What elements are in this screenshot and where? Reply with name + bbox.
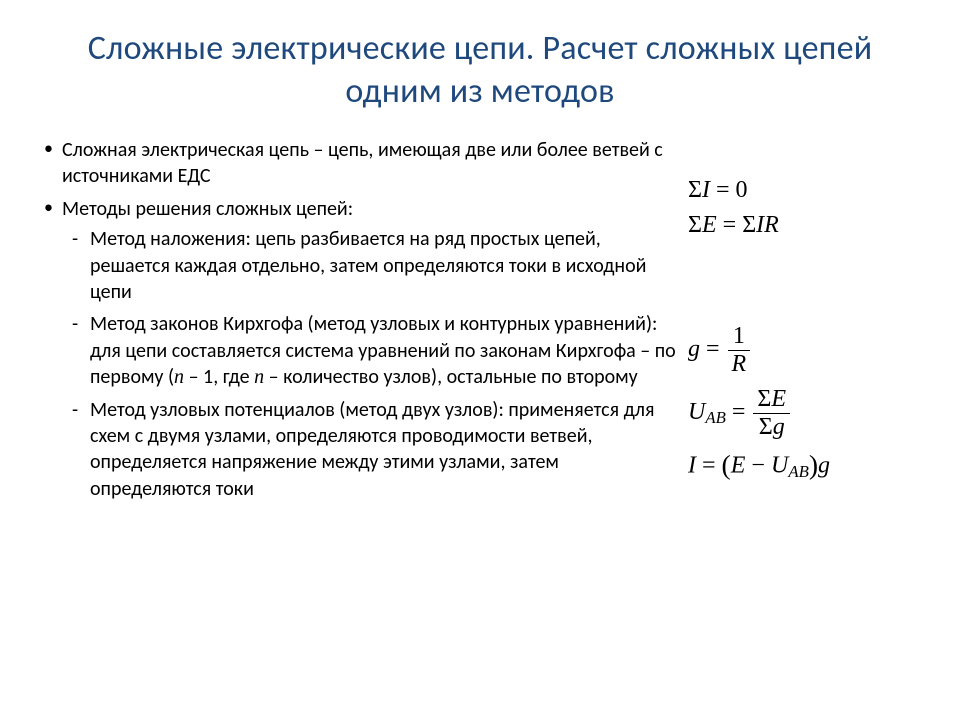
bullet-text: – 1, где <box>184 365 254 389</box>
list-item: Метод узловых потенциалов (метод двух уз… <box>90 397 680 503</box>
sigma-symbol: Σ <box>759 414 773 440</box>
eq-text: = <box>696 453 722 479</box>
bullet-text: Сложная электрическая цепь – цепь, имеющ… <box>62 138 663 188</box>
slide-title: Сложные электрические цепи. Расчет сложн… <box>40 28 920 113</box>
bullet-text: Метод наложения: цепь разбивается на ряд… <box>90 227 646 304</box>
node-potential-equations: g = 1R UAB = ΣEΣg I = (E − UAB)g <box>688 323 920 482</box>
var-E: E <box>771 386 786 412</box>
var-U: U <box>688 399 705 425</box>
slide: Сложные электрические цепи. Расчет сложн… <box>0 0 960 720</box>
fraction: ΣEΣg <box>753 386 790 441</box>
sigma-symbol: Σ <box>742 212 756 238</box>
equations-column: ΣI = 0 ΣE = ΣIR g = 1R UAB = ΣEΣg I = (E… <box>680 137 920 508</box>
content-row: Сложная электрическая цепь – цепь, имеющ… <box>40 137 920 508</box>
var-I: I <box>756 212 764 238</box>
bullet-text: – количество узлов), остальные по втором… <box>264 365 638 389</box>
eq-text: = 0 <box>710 177 748 203</box>
sigma-symbol: Σ <box>757 386 771 412</box>
var-I: I <box>688 453 696 479</box>
var-R: R <box>764 212 779 238</box>
equation: g = 1R <box>688 323 920 378</box>
numerator: 1 <box>728 323 751 350</box>
var-E: E <box>702 212 717 238</box>
var-U: U <box>771 453 788 479</box>
subscript-AB: AB <box>788 462 809 481</box>
paren-close: ) <box>809 449 818 480</box>
sub-list: Метод наложения: цепь разбивается на ряд… <box>62 226 680 502</box>
equation: UAB = ΣEΣg <box>688 386 920 441</box>
bullet-text: Методы решения сложных цепей: <box>62 197 353 221</box>
var-E: E <box>731 453 746 479</box>
numerator: ΣE <box>753 386 790 413</box>
equation: ΣE = ΣIR <box>688 212 920 239</box>
sigma-symbol: Σ <box>688 177 702 203</box>
var-g: g <box>688 336 700 362</box>
equation: ΣI = 0 <box>688 177 920 204</box>
bullet-list: Сложная электрическая цепь – цепь, имеющ… <box>40 137 680 502</box>
paren-open: ( <box>722 449 731 480</box>
list-item: Методы решения сложных цепей: Метод нало… <box>62 196 680 502</box>
eq-text: = <box>726 399 752 425</box>
var-I: I <box>702 177 710 203</box>
kirchhoff-equations: ΣI = 0 ΣE = ΣIR <box>688 177 920 239</box>
denominator: Σg <box>753 413 790 441</box>
equation: I = (E − UAB)g <box>688 449 920 482</box>
denominator: R <box>728 350 751 378</box>
eq-text: = <box>700 336 726 362</box>
sigma-symbol: Σ <box>688 212 702 238</box>
list-item: Метод законов Кирхгофа (метод узловых и … <box>90 311 680 390</box>
minus-sign: − <box>745 453 771 479</box>
list-item: Метод наложения: цепь разбивается на ряд… <box>90 226 680 305</box>
var-g: g <box>773 414 785 440</box>
list-item: Сложная электрическая цепь – цепь, имеющ… <box>62 137 680 190</box>
bullet-text: Метод узловых потенциалов (метод двух уз… <box>90 398 654 501</box>
math-var-n: n <box>174 366 184 388</box>
math-var-n: n <box>254 366 264 388</box>
eq-text: = <box>717 212 743 238</box>
subscript-AB: AB <box>705 408 726 427</box>
var-g: g <box>818 453 830 479</box>
fraction: 1R <box>728 323 751 378</box>
text-column: Сложная электрическая цепь – цепь, имеющ… <box>40 137 680 508</box>
